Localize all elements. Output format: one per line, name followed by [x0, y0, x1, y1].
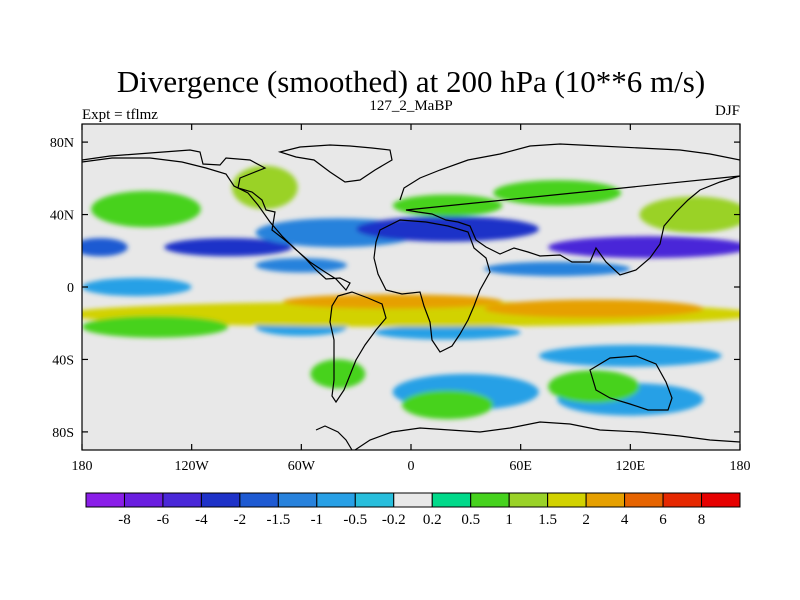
field-blob [548, 236, 740, 259]
colorbar-swatch [316, 492, 356, 508]
colorbar-label: 1.5 [538, 512, 557, 528]
colorbar-swatch [508, 492, 549, 508]
x-tick-label: 120E [616, 459, 646, 474]
y-tick-label: 80S [52, 426, 74, 441]
colorbar-label: -4 [195, 512, 208, 528]
y-tick-label: 40S [52, 353, 74, 368]
colorbar-label: 1 [505, 512, 513, 528]
colorbar-label: -0.2 [382, 512, 406, 528]
colorbar-label: 8 [698, 512, 706, 528]
divergence-field [82, 165, 740, 420]
coastline-eurasia [399, 143, 740, 276]
field-blob [548, 370, 640, 403]
colorbar-swatch [431, 492, 472, 508]
field-blob [231, 165, 298, 210]
x-tick-label: 120W [175, 459, 210, 474]
coastline-north-america [82, 149, 351, 292]
colorbar: -8 -6 -4 -2 -1.5 -1 -0.5 -0.2 0.2 0.5 1 1.5 2 4 6 8 [85, 492, 741, 528]
subtitle-left: Expt = tflmz [82, 107, 158, 123]
field-blob [82, 238, 128, 257]
colorbar-label: 2 [582, 512, 590, 528]
x-tick-label: 60W [288, 459, 316, 474]
colorbar-swatch [624, 492, 664, 508]
field-blob [164, 238, 293, 257]
colorbar-label: -1.5 [266, 512, 290, 528]
field-blob [484, 261, 631, 277]
x-axis: 180 120W 60W 0 60E 120E 180 [72, 124, 751, 474]
field-blob [639, 196, 740, 233]
y-axis: 80N 40N 0 40S 80S [50, 136, 740, 441]
colorbar-swatch [123, 492, 164, 508]
y-tick-label: 40N [50, 209, 74, 224]
field-blob [356, 216, 539, 242]
colorbar-label: -0.5 [343, 512, 367, 528]
x-tick-label: 0 [408, 459, 415, 474]
colorbar-swatch [354, 492, 395, 508]
field-blob [493, 180, 622, 206]
coastline-antarctica-west [315, 425, 353, 450]
field-blob [374, 325, 521, 340]
colorbar-label: 6 [659, 512, 667, 528]
colorbar-label: 4 [621, 512, 629, 528]
subtitle-center: 127_2_MaBP [369, 98, 452, 114]
coastline-australia [589, 355, 673, 411]
colorbar-swatch [200, 492, 241, 508]
x-tick-label: 60E [509, 459, 532, 474]
chart-title: Divergence (smoothed) at 200 hPa (10**6 … [117, 64, 705, 99]
colorbar-swatch [547, 492, 587, 508]
field-blob [484, 299, 704, 318]
field-blob [401, 390, 494, 420]
coastline-africa [373, 219, 491, 353]
colorbar-label: -2 [234, 512, 247, 528]
field-blob [82, 315, 229, 338]
colorbar-label: 0.2 [423, 512, 442, 528]
colorbar-label: 0.5 [461, 512, 480, 528]
coastline-south-america [329, 291, 387, 404]
colorbar-label: -8 [118, 512, 131, 528]
field-blob [310, 359, 366, 389]
colorbar-swatch [393, 492, 433, 508]
coastlines [82, 143, 740, 450]
x-tick-label: 180 [72, 459, 93, 474]
y-tick-label: 80N [50, 136, 74, 151]
colorbar-swatch [277, 492, 318, 508]
field-blob [91, 191, 201, 228]
colorbar-label: -6 [157, 512, 170, 528]
field-blob [283, 294, 503, 309]
coastline-greenland [277, 144, 393, 183]
subtitle-right: DJF [715, 103, 740, 119]
field-blob [538, 344, 722, 367]
field-blob [255, 258, 347, 273]
colorbar-swatch [470, 492, 510, 508]
colorbar-swatch [239, 492, 279, 508]
coastline-antarctica-east [354, 421, 740, 450]
colorbar-swatch [585, 492, 626, 508]
colorbar-swatch [85, 492, 125, 508]
colorbar-swatch [662, 492, 703, 508]
x-tick-label: 180 [730, 459, 751, 474]
colorbar-swatch [162, 492, 202, 508]
colorbar-label: -1 [311, 512, 324, 528]
field-blob [82, 277, 192, 297]
y-tick-label: 0 [67, 281, 74, 296]
colorbar-swatch [701, 492, 741, 508]
